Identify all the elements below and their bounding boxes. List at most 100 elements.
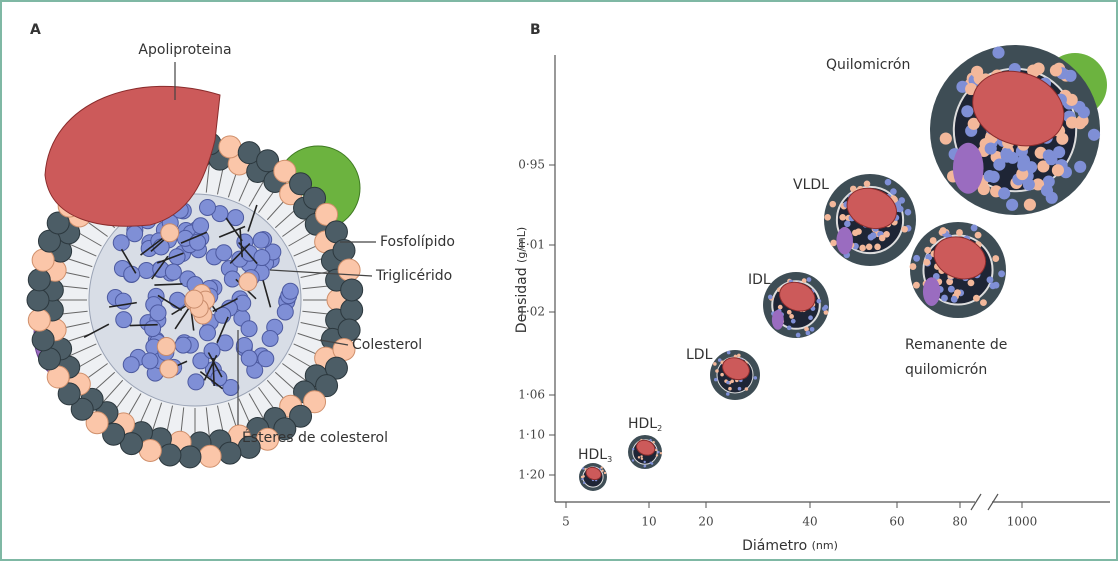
triglyceride	[175, 337, 191, 353]
particle-dot	[1066, 94, 1078, 106]
particle-apo	[923, 277, 940, 306]
particle-dot	[998, 270, 1005, 277]
particle-label: IDL	[748, 272, 771, 288]
particle-dot	[899, 197, 906, 204]
particle-dot	[802, 278, 807, 283]
triglyceride	[262, 330, 278, 346]
cholesterol-ester	[185, 290, 203, 308]
triglyceride	[113, 235, 129, 251]
triglyceride	[115, 293, 131, 309]
panel-letter: A	[30, 22, 41, 38]
y-tick-label: 1·10	[518, 428, 545, 442]
particle-dot	[874, 244, 881, 251]
particle-dot	[866, 244, 873, 251]
particle-dot	[941, 295, 948, 302]
lipoprotein-particle	[763, 272, 829, 338]
particle-dot	[885, 179, 892, 186]
x-unit: (nm)	[812, 539, 838, 552]
particle-dot	[714, 378, 718, 382]
particle-dot	[649, 439, 651, 441]
particle-dot	[1017, 159, 1029, 171]
triglyceride	[169, 249, 185, 265]
triglyceride	[224, 271, 240, 287]
particle-dot	[653, 441, 655, 443]
phospholipid-head	[32, 329, 54, 351]
y-tick-label: 1·20	[518, 468, 545, 482]
lipoprotein-particle	[579, 463, 607, 491]
particle-dot	[726, 381, 730, 385]
particle-dot	[787, 310, 792, 315]
particle-dot	[1052, 164, 1064, 176]
label: Apoliproteina	[138, 42, 231, 58]
particle-dot	[601, 470, 603, 472]
particle-dot	[745, 387, 749, 391]
cholesterol	[219, 136, 241, 158]
particle-dot	[604, 472, 606, 474]
y-tick-label: 1·02	[518, 305, 545, 319]
particle-dot	[640, 455, 642, 457]
triglyceride	[150, 305, 166, 321]
particle-dot	[787, 325, 792, 330]
particle-name: IDL	[748, 272, 771, 288]
triglyceride	[124, 266, 140, 282]
triglyceride	[127, 226, 143, 242]
particle-dot	[940, 227, 947, 234]
particle-label: quilomicrón	[905, 362, 987, 378]
triglyceride	[200, 199, 216, 215]
particle-dot	[641, 458, 643, 460]
particle-label: VLDL	[793, 177, 829, 193]
triglyceride	[116, 312, 132, 328]
particle-apo	[772, 310, 784, 330]
particle-dot	[638, 456, 640, 458]
particle-label: HDL2	[628, 416, 662, 433]
particle-dot	[913, 255, 920, 262]
particle-dot	[1043, 149, 1055, 161]
particle-subscript: 3	[607, 455, 612, 464]
particle-dot	[951, 296, 958, 303]
particle-dot	[720, 373, 724, 377]
particle-dot	[1074, 161, 1086, 173]
particle-dot	[913, 282, 920, 289]
particle-dot	[1033, 63, 1045, 75]
particle-dot	[656, 454, 658, 456]
particle-dot	[651, 462, 653, 464]
particle-dot	[816, 299, 821, 304]
cholesterol-ester	[160, 360, 178, 378]
particle-name: Quilomicrón	[826, 57, 910, 73]
particle-dot	[1050, 64, 1062, 76]
label: Ésteres de colesterol	[242, 429, 388, 446]
x-tick-label: 40	[802, 515, 817, 529]
particle-dot	[1006, 199, 1018, 211]
panel-letter: B	[530, 22, 541, 38]
particle-dot	[581, 478, 583, 480]
label: Fosfolípido	[380, 234, 455, 250]
particle-dot	[956, 229, 963, 236]
particle-dot	[730, 379, 734, 383]
triglyceride	[170, 292, 186, 308]
particle-dot	[657, 451, 659, 453]
particle-dot	[728, 387, 732, 391]
particle-dot	[993, 159, 1005, 171]
x-tick-label: 5	[562, 515, 570, 529]
particle-dot	[924, 247, 931, 254]
fatty-chain	[154, 284, 182, 285]
cholesterol	[199, 445, 221, 467]
figure: A Apoliproteina Fosfolípido Triglicérido…	[0, 0, 1118, 561]
particle-dot	[713, 362, 717, 366]
label: Triglicérido	[375, 268, 452, 284]
particle-dot	[910, 263, 917, 270]
particle-dot	[975, 232, 982, 239]
particle-dot	[905, 209, 912, 216]
triglyceride	[165, 264, 181, 280]
triglyceride	[216, 245, 232, 261]
particle-dot	[829, 201, 836, 208]
phospholipid-head	[179, 446, 201, 468]
phospholipid-head	[27, 289, 49, 311]
triglyceride	[282, 283, 298, 299]
lipoprotein-particle	[710, 350, 760, 400]
particle-dot	[968, 279, 975, 286]
particle-dot	[859, 245, 866, 252]
y-tick-label: 1·06	[518, 388, 545, 402]
particle-name: HDL	[628, 416, 657, 432]
particle-dot	[1024, 199, 1036, 211]
